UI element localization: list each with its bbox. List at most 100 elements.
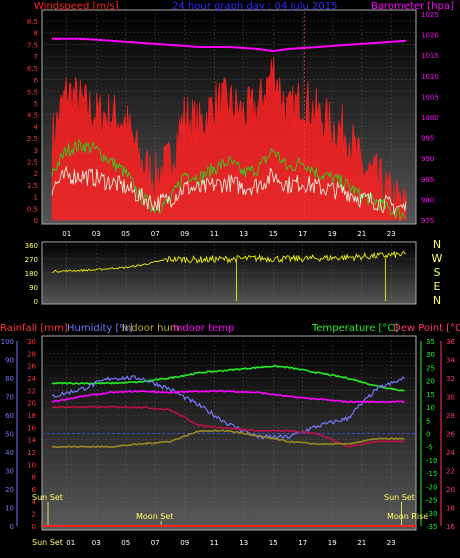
temperature-time-tick-label: 21 bbox=[357, 539, 366, 547]
rainfall-tick-label: 16 bbox=[27, 424, 36, 432]
temperature-time-tick-label: 15 bbox=[269, 539, 278, 547]
temperature-time-axis: 01 03 05 07 09 11 13 15 17 19 21 23 bbox=[42, 502, 416, 547]
humidity-tick-label: 60 bbox=[5, 412, 14, 420]
temperature-time-tick-label: 19 bbox=[328, 539, 337, 547]
direction-tick-label: 360 bbox=[25, 242, 38, 250]
windspeed-axis: 0 0.5 1 1.5 2 2.5 3 3.5 4 4.5 5 5.5 6 6.5 7 7.5 8 8.5 bbox=[27, 18, 39, 225]
windspeed-gust-area bbox=[51, 56, 407, 221]
indoor-hum-title: Indoor hum bbox=[122, 323, 180, 334]
graph-date-title: 24 hour graph day : 04 Julu 2015 bbox=[172, 1, 338, 12]
dewpoint-tick-label: 26 bbox=[446, 431, 455, 439]
humidity-title: Humidity [%] bbox=[67, 323, 133, 334]
humidity-line bbox=[51, 375, 405, 440]
windspeed-tick-label: 5 bbox=[34, 100, 38, 108]
temperature-tick-label: 15 bbox=[426, 391, 435, 399]
sun-set-left-label: Sun Set bbox=[32, 493, 63, 502]
dew-point-line bbox=[51, 405, 405, 448]
barometer-tick-label: 1010 bbox=[421, 73, 439, 81]
barometer-tick-label: 995 bbox=[421, 135, 434, 143]
barometer-tick-label: 975 bbox=[421, 217, 434, 225]
wind-time-tick-label: 17 bbox=[298, 230, 307, 238]
direction-plot-area bbox=[41, 241, 417, 305]
barometer-tick-label: 1015 bbox=[421, 52, 439, 60]
dewpoint-tick-label: 34 bbox=[446, 357, 455, 365]
dewpoint-tick-label: 32 bbox=[446, 375, 455, 383]
rainfall-tick-label: 14 bbox=[27, 437, 36, 445]
windspeed-tick-label: 7 bbox=[34, 53, 38, 61]
dewpoint-tick-label: 24 bbox=[446, 449, 455, 457]
temperature-tick-label: 30 bbox=[426, 351, 435, 359]
humidity-tick-label: 70 bbox=[5, 394, 14, 402]
rainfall-tick-label: 8 bbox=[32, 474, 36, 482]
windspeed-tick-label: 7.5 bbox=[27, 41, 38, 49]
indoor-temp-line bbox=[51, 389, 405, 404]
direction-tick-label: 90 bbox=[29, 284, 38, 292]
dewpoint-tick-label: 18 bbox=[446, 505, 455, 513]
windspeed-tick-label: 8 bbox=[34, 30, 38, 38]
temperature-axis: -35 -30 -25 -20 -15 -10 -5 0 5 10 15 20 25 30 35 bbox=[420, 338, 437, 531]
dewpoint-tick-label: 36 bbox=[446, 338, 455, 346]
rainfall-tick-label: 24 bbox=[27, 375, 36, 383]
humidity-axis: 0 10 20 30 40 50 60 70 80 90 100 bbox=[1, 338, 18, 531]
wind-time-tick-label: 09 bbox=[180, 230, 189, 238]
temperature-time-tick-label: 03 bbox=[92, 539, 101, 547]
windspeed-title: Windspeed [m/s] bbox=[34, 1, 119, 12]
windspeed-tick-label: 0 bbox=[34, 217, 38, 225]
temperature-tick-label: -10 bbox=[426, 457, 437, 465]
compass-n-label: N bbox=[433, 238, 441, 251]
wind-time-tick-label: 19 bbox=[328, 230, 337, 238]
moon-rise-label: Moon Rise bbox=[387, 512, 428, 521]
temperature-series bbox=[51, 364, 405, 449]
indoor-temp-title: Indoor temp bbox=[173, 323, 234, 334]
direction-grid bbox=[42, 244, 416, 302]
windspeed-tick-label: 8.5 bbox=[27, 18, 38, 26]
windspeed-tick-label: 3 bbox=[34, 147, 38, 155]
windspeed-tick-label: 2 bbox=[34, 170, 38, 178]
barometer-axis: 975 980 985 990 995 1000 1005 1010 1015 1020 1025 bbox=[421, 11, 439, 225]
dewpoint-tick-label: 16 bbox=[446, 523, 455, 531]
rainfall-tick-label: 2 bbox=[32, 511, 36, 519]
humidity-tick-label: 50 bbox=[5, 431, 14, 439]
compass-e-label: E bbox=[434, 280, 441, 293]
barometer-tick-label: 1025 bbox=[421, 11, 439, 19]
temperature-title: Temperature [°C] bbox=[311, 323, 398, 334]
humidity-tick-label: 100 bbox=[1, 338, 14, 346]
wind-time-axis: 01 03 05 07 09 11 13 15 17 19 21 23 bbox=[62, 230, 395, 238]
direction-tick-label: 0 bbox=[34, 298, 38, 306]
temperature-tick-label: -20 bbox=[426, 483, 437, 491]
temperature-line bbox=[51, 364, 405, 392]
wind-direction-line bbox=[51, 250, 407, 273]
temperature-time-tick-label: 05 bbox=[121, 539, 130, 547]
humidity-tick-label: 30 bbox=[5, 468, 14, 476]
temperature-time-tick-label: 17 bbox=[298, 539, 307, 547]
moon-set-label: Moon Set bbox=[136, 512, 173, 521]
dewpoint-tick-label: 20 bbox=[446, 486, 455, 494]
wind-time-tick-label: 05 bbox=[121, 230, 130, 238]
direction-axis: 0 90 180 270 360 bbox=[25, 242, 38, 306]
windspeed-tick-label: 5.5 bbox=[27, 88, 38, 96]
humidity-tick-label: 80 bbox=[5, 375, 14, 383]
wind-series bbox=[51, 12, 407, 221]
wind-time-tick-label: 03 bbox=[92, 230, 101, 238]
windspeed-tick-label: 3.5 bbox=[27, 135, 38, 143]
humidity-tick-label: 10 bbox=[5, 505, 14, 513]
windspeed-line bbox=[51, 165, 407, 215]
temperature-plot-area bbox=[41, 335, 417, 531]
temperature-time-tick-label: 09 bbox=[180, 539, 189, 547]
temperature-tick-label: -35 bbox=[426, 523, 437, 531]
dewpoint-tick-label: 22 bbox=[446, 468, 455, 476]
compass-w-label: W bbox=[432, 252, 443, 265]
wind-time-tick-label: 13 bbox=[239, 230, 248, 238]
direction-tick-label: 180 bbox=[25, 270, 38, 278]
rainfall-tick-label: 28 bbox=[27, 350, 36, 358]
rainfall-tick-label: 22 bbox=[27, 387, 36, 395]
windspeed-tick-label: 4.5 bbox=[27, 112, 38, 120]
barometer-tick-label: 1020 bbox=[421, 32, 439, 40]
dewpoint-axis: 16 18 20 22 24 26 28 30 32 34 36 bbox=[440, 338, 455, 531]
temperature-tick-label: -30 bbox=[426, 510, 437, 518]
temperature-tick-label: -25 bbox=[426, 497, 437, 505]
temperature-tick-label: 25 bbox=[426, 364, 435, 372]
